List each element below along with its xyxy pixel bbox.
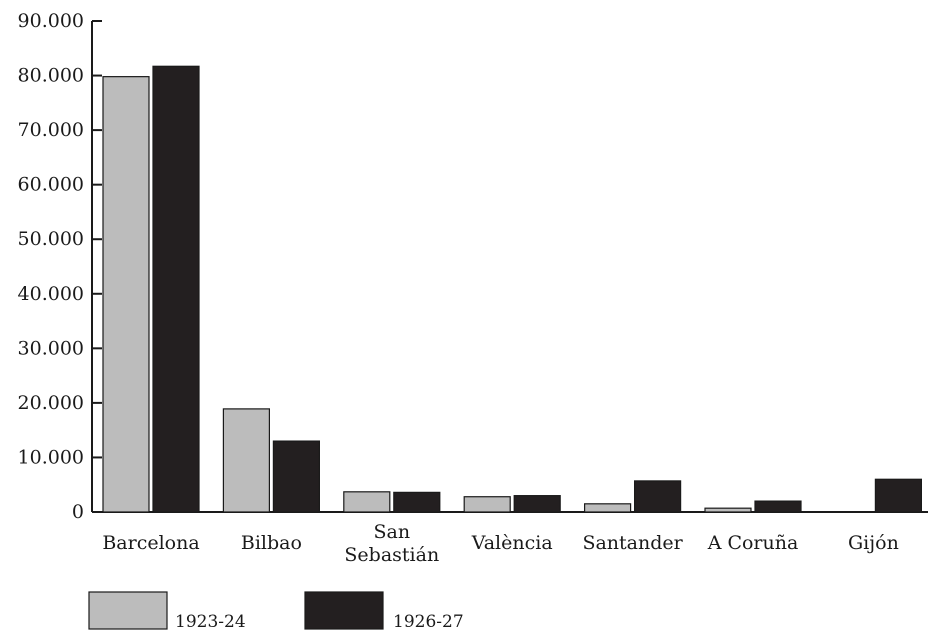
category-label-line: Sebastián	[344, 544, 439, 566]
y-tick-label: 20.000	[18, 392, 84, 414]
y-tick-label: 40.000	[18, 283, 84, 305]
y-tick-label: 10.000	[18, 446, 84, 468]
category-label: València	[471, 532, 553, 554]
category-label: A Coruña	[707, 532, 799, 554]
y-tick-label: 70.000	[18, 119, 84, 141]
bar-1926-27-2	[393, 491, 441, 513]
bar-1923-24-0	[102, 76, 150, 513]
legend-swatch-1923-24	[88, 591, 168, 630]
legend-label: 1923-24	[175, 612, 246, 630]
category-label-line: A Coruña	[707, 532, 799, 554]
legend-swatch-1926-27	[304, 591, 384, 630]
bar-1926-27-0	[152, 65, 200, 513]
y-tick-label: 0	[72, 501, 84, 523]
y-tick-label: 30.000	[18, 337, 84, 359]
bar-1926-27-4	[633, 480, 682, 513]
category-label-line: Barcelona	[102, 532, 199, 554]
category-label: Barcelona	[102, 532, 199, 554]
category-label-line: Gijón	[848, 532, 899, 554]
category-label: San Sebastián	[344, 521, 439, 566]
category-label: Bilbao	[241, 532, 302, 554]
legend-label: 1926-27	[393, 612, 464, 630]
bars	[102, 65, 923, 513]
bar-1923-24-3	[463, 496, 511, 513]
legend: 1923-24 1926-27	[88, 591, 464, 630]
y-tick-label: 90.000	[18, 10, 84, 32]
y-tick-label: 60.000	[18, 174, 84, 196]
bar-1923-24-2	[343, 491, 391, 513]
category-label-line: Santander	[582, 532, 683, 554]
bar-1923-24-1	[222, 408, 270, 513]
category-label: Gijón	[848, 532, 899, 554]
y-tick-label: 80.000	[18, 65, 84, 87]
bar-1926-27-3	[513, 495, 561, 513]
bar-1926-27-6	[874, 478, 923, 513]
y-tick-label: 50.000	[18, 228, 84, 250]
bar-1926-27-5	[754, 500, 802, 513]
y-axis: 0 10.000 20.000 30.000 40.000 50.000 60.000 70.…	[18, 10, 102, 523]
category-label-line: San	[374, 521, 411, 543]
bar-1923-24-4	[583, 503, 632, 513]
bar-1923-24-5	[704, 507, 752, 513]
category-label-line: Bilbao	[241, 532, 302, 554]
bar-1926-27-1	[272, 440, 320, 513]
category-label-line: València	[471, 532, 553, 554]
category-label: Santander	[582, 532, 683, 554]
category-labels: Barcelona Bilbao San Sebastián València Santa…	[102, 521, 898, 566]
